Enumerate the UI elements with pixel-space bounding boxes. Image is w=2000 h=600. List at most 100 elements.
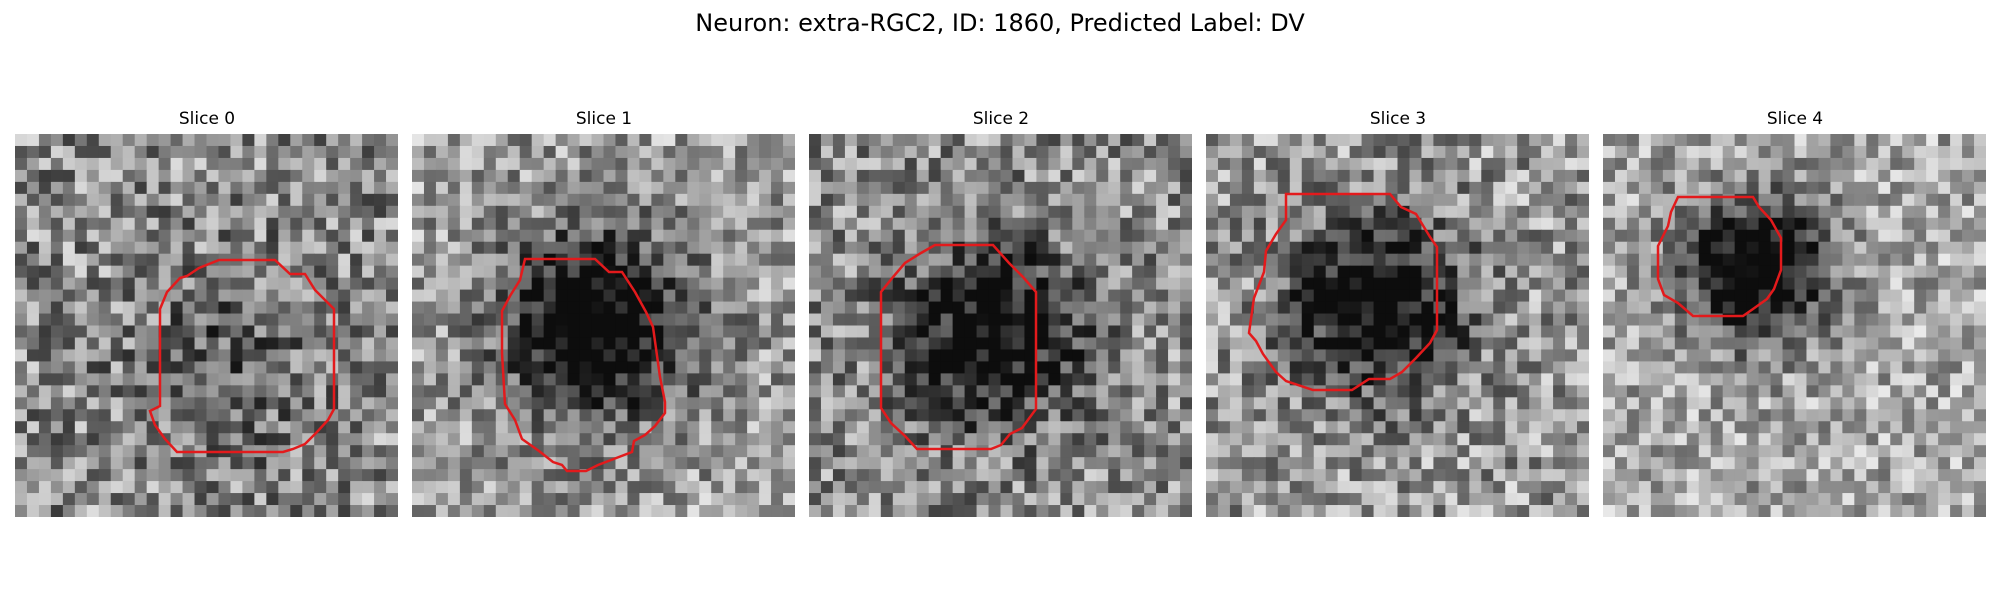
image-pixel xyxy=(1048,265,1061,279)
image-pixel xyxy=(1206,385,1219,398)
image-pixel xyxy=(74,481,88,494)
image-pixel xyxy=(98,229,112,243)
image-pixel xyxy=(218,433,232,446)
image-pixel xyxy=(1890,373,1903,386)
image-pixel xyxy=(134,253,148,267)
image-pixel xyxy=(1060,325,1073,339)
image-pixel xyxy=(1229,397,1243,410)
image-pixel xyxy=(338,361,351,374)
image-pixel xyxy=(1421,373,1435,386)
image-pixel xyxy=(1144,505,1157,517)
image-pixel xyxy=(1445,313,1458,327)
image-pixel xyxy=(1385,157,1399,171)
image-pixel xyxy=(314,229,327,243)
image-pixel xyxy=(1421,289,1435,303)
image-pixel xyxy=(386,325,398,339)
image-pixel xyxy=(916,397,930,410)
image-pixel xyxy=(1180,289,1192,303)
image-pixel xyxy=(362,325,375,339)
image-pixel xyxy=(1830,205,1843,219)
image-pixel xyxy=(1710,253,1724,267)
image-pixel xyxy=(1866,313,1879,327)
image-pixel xyxy=(1168,361,1181,374)
image-pixel xyxy=(1541,505,1554,517)
image-pixel xyxy=(1950,277,1963,291)
image-pixel xyxy=(892,193,906,207)
image-pixel xyxy=(651,217,664,231)
image-pixel xyxy=(868,349,882,363)
image-pixel xyxy=(1818,134,1832,147)
image-pixel xyxy=(880,457,894,470)
image-pixel xyxy=(844,469,858,482)
image-pixel xyxy=(1457,181,1470,195)
image-pixel xyxy=(1036,181,1049,195)
image-pixel xyxy=(290,313,303,327)
image-pixel xyxy=(1614,134,1628,147)
image-pixel xyxy=(1337,445,1351,458)
image-pixel xyxy=(1806,277,1820,291)
image-pixel xyxy=(230,205,244,219)
image-pixel xyxy=(1553,289,1566,303)
image-pixel xyxy=(1180,373,1192,386)
image-pixel xyxy=(543,301,557,315)
image-pixel xyxy=(1132,421,1145,434)
image-pixel xyxy=(350,361,363,374)
image-pixel xyxy=(1541,217,1554,231)
image-pixel xyxy=(1710,265,1724,279)
image-pixel xyxy=(1603,253,1616,267)
image-pixel xyxy=(1337,277,1351,291)
image-pixel xyxy=(110,409,124,422)
image-pixel xyxy=(904,445,918,458)
image-pixel xyxy=(1361,493,1375,506)
image-pixel xyxy=(1253,421,1267,434)
image-pixel xyxy=(374,505,387,517)
image-pixel xyxy=(1577,481,1589,494)
image-pixel xyxy=(579,385,593,398)
image-pixel xyxy=(1842,373,1855,386)
image-pixel xyxy=(1373,205,1387,219)
image-pixel xyxy=(1325,181,1339,195)
image-pixel xyxy=(1217,229,1231,243)
image-pixel xyxy=(1206,301,1219,315)
image-pixel xyxy=(350,325,363,339)
image-pixel xyxy=(615,385,629,398)
image-pixel xyxy=(1108,361,1121,374)
image-pixel xyxy=(699,433,712,446)
image-pixel xyxy=(952,277,966,291)
image-pixel xyxy=(1603,409,1616,422)
image-pixel xyxy=(952,349,966,363)
image-pixel xyxy=(1180,361,1192,374)
image-pixel xyxy=(1481,157,1494,171)
image-pixel xyxy=(1603,445,1616,458)
image-pixel xyxy=(495,421,509,434)
image-pixel xyxy=(1024,385,1038,398)
image-pixel xyxy=(182,409,196,422)
image-pixel xyxy=(627,457,641,470)
image-pixel xyxy=(1325,397,1339,410)
image-pixel xyxy=(1000,409,1014,422)
image-pixel xyxy=(1565,493,1578,506)
image-pixel xyxy=(1794,217,1808,231)
image-pixel xyxy=(1830,313,1843,327)
image-pixel xyxy=(1325,145,1339,159)
image-pixel xyxy=(1614,313,1628,327)
image-pixel xyxy=(134,361,148,374)
image-pixel xyxy=(1577,385,1589,398)
image-pixel xyxy=(62,301,76,315)
image-pixel xyxy=(1818,229,1832,243)
image-pixel xyxy=(1698,145,1712,159)
image-pixel xyxy=(1253,253,1267,267)
image-pixel xyxy=(1000,265,1014,279)
image-pixel xyxy=(928,349,942,363)
image-pixel xyxy=(1168,409,1181,422)
image-pixel xyxy=(591,301,605,315)
image-pixel xyxy=(1974,349,1986,363)
image-pixel xyxy=(1385,385,1399,398)
image-pixel xyxy=(1325,134,1339,147)
image-pixel xyxy=(1253,145,1267,159)
image-pixel xyxy=(1048,433,1061,446)
image-pixel xyxy=(1553,325,1566,339)
image-pixel xyxy=(194,301,208,315)
image-pixel xyxy=(182,457,196,470)
image-pixel xyxy=(1024,421,1038,434)
